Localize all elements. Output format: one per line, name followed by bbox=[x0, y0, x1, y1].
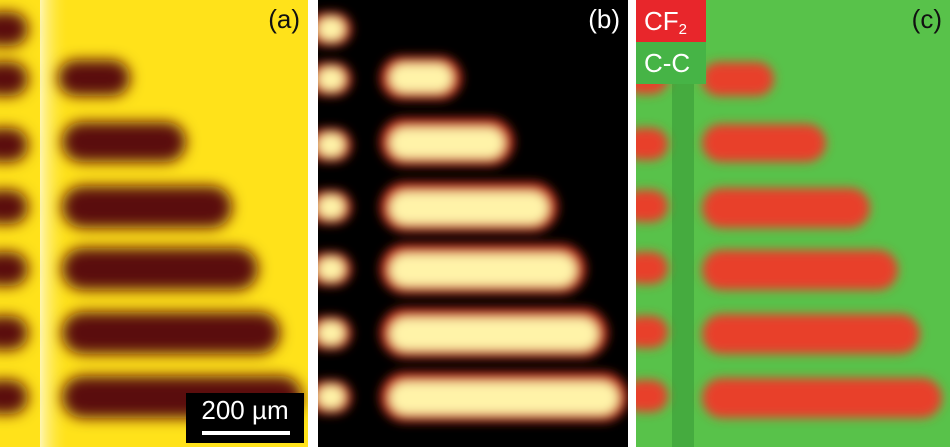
stripe-left-core bbox=[318, 386, 344, 408]
stripe-left bbox=[0, 380, 28, 414]
stripe-left-core bbox=[318, 258, 344, 280]
stripe-core bbox=[390, 192, 548, 224]
legend-cf2: CF2 bbox=[636, 0, 706, 42]
stripe-left-core bbox=[318, 68, 344, 90]
panel-b-image: (b) bbox=[318, 0, 628, 447]
panel-c-image: CF2 C-C (c) bbox=[636, 0, 950, 447]
stripe-core bbox=[390, 128, 504, 158]
panel-a-pattern bbox=[0, 0, 302, 447]
legend-cf2-text: CF bbox=[644, 6, 679, 36]
stripe bbox=[702, 250, 898, 290]
stripe bbox=[702, 188, 870, 228]
stripe-left bbox=[0, 316, 28, 350]
legend-cc: C-C bbox=[636, 42, 706, 84]
stripe-core bbox=[390, 382, 618, 414]
panel-b-label: (b) bbox=[588, 4, 620, 34]
stripe-group-b bbox=[318, 12, 628, 422]
stripe bbox=[702, 124, 826, 162]
stripe-group-c bbox=[636, 62, 942, 418]
stripe-core bbox=[390, 318, 598, 350]
stripe-left bbox=[0, 62, 28, 96]
panel-c-pattern bbox=[636, 0, 942, 447]
stripe-core bbox=[390, 254, 576, 286]
scale-bar-label: 200 µm bbox=[201, 395, 289, 425]
stripe bbox=[702, 62, 774, 96]
stripe-left bbox=[636, 190, 668, 222]
stripe-left-core bbox=[318, 322, 344, 344]
panel-a-image: (a) 200 µm bbox=[0, 0, 308, 447]
scale-bar-line bbox=[202, 431, 290, 435]
stripe bbox=[62, 122, 186, 162]
stripe bbox=[62, 186, 232, 228]
scale-bar: 200 µm bbox=[186, 393, 304, 443]
stripe bbox=[62, 312, 280, 354]
channel bbox=[672, 0, 694, 447]
stripe-left bbox=[636, 128, 668, 160]
stripe-left bbox=[636, 316, 668, 348]
stripe bbox=[62, 248, 258, 290]
stripe-left bbox=[636, 380, 668, 412]
stripe bbox=[702, 314, 920, 354]
stripe bbox=[58, 60, 130, 96]
stripe-left bbox=[636, 252, 668, 284]
stripe bbox=[702, 378, 942, 418]
stripe-core bbox=[390, 64, 452, 92]
stripe-left bbox=[0, 252, 28, 286]
stripe-left-core bbox=[318, 18, 344, 40]
panel-c-label: (c) bbox=[911, 4, 942, 34]
panel-b-pattern bbox=[318, 0, 628, 447]
stripe-left bbox=[0, 12, 28, 46]
stripe-left bbox=[0, 128, 28, 162]
stripe-left-core bbox=[318, 134, 344, 156]
stripe-left bbox=[0, 190, 28, 224]
stripe-left-core bbox=[318, 196, 344, 218]
legend-cf2-subscript: 2 bbox=[678, 21, 688, 38]
panel-a-label: (a) bbox=[268, 4, 300, 34]
